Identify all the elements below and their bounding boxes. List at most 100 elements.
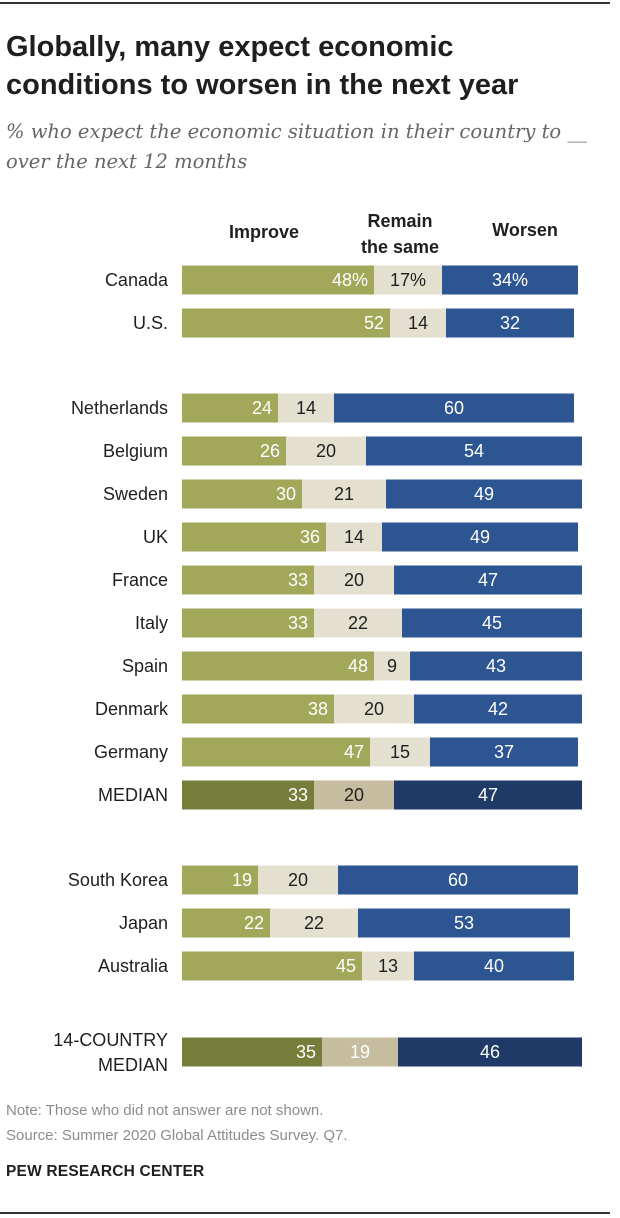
bottom-rule bbox=[0, 1212, 610, 1214]
bar-median-worsen bbox=[394, 780, 582, 810]
value-label-uk-worsen: 49 bbox=[470, 527, 490, 547]
bar-australia-same bbox=[362, 951, 414, 981]
value-label-canada-improve: 48% bbox=[332, 270, 368, 290]
bar-south-korea-same bbox=[258, 865, 338, 895]
bar-sweden-worsen bbox=[386, 479, 582, 509]
category-label-germany: Germany bbox=[94, 742, 168, 762]
value-label-france-worsen: 47 bbox=[478, 570, 498, 590]
category-label-14-country-median-line2: MEDIAN bbox=[98, 1055, 168, 1075]
category-label-italy: Italy bbox=[135, 613, 168, 633]
bar-spain-improve bbox=[182, 651, 374, 681]
bar-italy-same bbox=[314, 608, 402, 638]
bar-australia-worsen bbox=[414, 951, 574, 981]
value-label-belgium-same: 20 bbox=[316, 441, 336, 461]
value-label-u-s--worsen: 32 bbox=[500, 313, 520, 333]
category-label-u-s-: U.S. bbox=[133, 313, 168, 333]
value-label-germany-worsen: 37 bbox=[494, 742, 514, 762]
stacked-bar-chart: Improve Remain the same Worsen Canada 48% 17% 3… bbox=[53, 211, 582, 1075]
bar-14-country-median-improve bbox=[182, 1037, 322, 1067]
bar-median-same bbox=[314, 780, 394, 810]
value-label-14-country-median-worsen: 46 bbox=[480, 1042, 500, 1062]
value-label-japan-improve: 22 bbox=[244, 913, 264, 933]
value-label-japan-same: 22 bbox=[304, 913, 324, 933]
value-label-south-korea-improve: 19 bbox=[232, 870, 252, 890]
value-label-south-korea-same: 20 bbox=[288, 870, 308, 890]
note-text: Note: Those who did not answer are not s… bbox=[6, 1102, 324, 1119]
category-label-spain: Spain bbox=[122, 656, 168, 676]
legend-remain-line1: Remain bbox=[367, 211, 432, 231]
bar-south-korea-worsen bbox=[338, 865, 578, 895]
value-label-italy-same: 22 bbox=[348, 613, 368, 633]
value-label-sweden-worsen: 49 bbox=[474, 484, 494, 504]
bar-france-improve bbox=[182, 565, 314, 595]
value-label-14-country-median-improve: 35 bbox=[296, 1042, 316, 1062]
value-label-australia-improve: 45 bbox=[336, 956, 356, 976]
value-label-14-country-median-same: 19 bbox=[350, 1042, 370, 1062]
legend-worsen: Worsen bbox=[492, 220, 558, 240]
bar-france-same bbox=[314, 565, 394, 595]
value-label-italy-worsen: 45 bbox=[482, 613, 502, 633]
value-label-australia-worsen: 40 bbox=[484, 956, 504, 976]
source-text: Source: Summer 2020 Global Attitudes Sur… bbox=[6, 1127, 348, 1144]
bar-france-worsen bbox=[394, 565, 582, 595]
value-label-denmark-improve: 38 bbox=[308, 699, 328, 719]
value-label-sweden-improve: 30 bbox=[276, 484, 296, 504]
bar-germany-same bbox=[370, 737, 430, 767]
value-label-south-korea-worsen: 60 bbox=[448, 870, 468, 890]
value-label-canada-worsen: 34% bbox=[492, 270, 528, 290]
bar-canada-worsen bbox=[442, 265, 578, 295]
value-label-canada-same: 17% bbox=[390, 270, 426, 290]
bar-canada-improve bbox=[182, 265, 374, 295]
bar-uk-improve bbox=[182, 522, 326, 552]
value-label-u-s--improve: 52 bbox=[364, 313, 384, 333]
value-label-median-worsen: 47 bbox=[478, 785, 498, 805]
value-label-spain-improve: 48 bbox=[348, 656, 368, 676]
category-label-netherlands: Netherlands bbox=[71, 398, 168, 418]
bar-14-country-median-worsen bbox=[398, 1037, 582, 1067]
bar-japan-improve bbox=[182, 908, 270, 938]
bar-netherlands-same bbox=[278, 393, 334, 423]
top-rule bbox=[0, 2, 610, 4]
bar-japan-worsen bbox=[358, 908, 570, 938]
value-label-u-s--same: 14 bbox=[408, 313, 428, 333]
value-label-belgium-worsen: 54 bbox=[464, 441, 484, 461]
category-label-canada: Canada bbox=[105, 270, 169, 290]
bar-belgium-same bbox=[286, 436, 366, 466]
notes: Note: Those who did not answer are not s… bbox=[6, 1098, 348, 1148]
bar-italy-improve bbox=[182, 608, 314, 638]
bar-sweden-improve bbox=[182, 479, 302, 509]
bar-canada-same bbox=[374, 265, 442, 295]
value-label-sweden-same: 21 bbox=[334, 484, 354, 504]
category-label-france: France bbox=[112, 570, 168, 590]
bar-germany-worsen bbox=[430, 737, 578, 767]
bar-spain-same bbox=[374, 651, 410, 681]
chart-title: Globally, many expect economic condition… bbox=[6, 31, 519, 101]
value-label-france-improve: 33 bbox=[288, 570, 308, 590]
category-label-median: MEDIAN bbox=[98, 785, 168, 805]
bar-denmark-same bbox=[334, 694, 414, 724]
category-label-australia: Australia bbox=[98, 956, 169, 976]
category-label-sweden: Sweden bbox=[103, 484, 168, 504]
value-label-denmark-worsen: 42 bbox=[488, 699, 508, 719]
value-label-uk-improve: 36 bbox=[300, 527, 320, 547]
bar-14-country-median-same bbox=[322, 1037, 398, 1067]
value-label-netherlands-worsen: 60 bbox=[444, 398, 464, 418]
bar-uk-same bbox=[326, 522, 382, 552]
bar-denmark-improve bbox=[182, 694, 334, 724]
bar-denmark-worsen bbox=[414, 694, 582, 724]
bar-median-improve bbox=[182, 780, 314, 810]
value-label-germany-improve: 47 bbox=[344, 742, 364, 762]
bar-australia-improve bbox=[182, 951, 362, 981]
value-label-spain-worsen: 43 bbox=[486, 656, 506, 676]
value-label-germany-same: 15 bbox=[390, 742, 410, 762]
bar-belgium-improve bbox=[182, 436, 286, 466]
bar-u-s--same bbox=[390, 308, 446, 338]
bar-uk-worsen bbox=[382, 522, 578, 552]
value-label-belgium-improve: 26 bbox=[260, 441, 280, 461]
legend-remain-line2: the same bbox=[361, 237, 439, 257]
chart-subtitle: % who expect the economic situation in t… bbox=[6, 120, 587, 173]
bar-u-s--worsen bbox=[446, 308, 574, 338]
bar-belgium-worsen bbox=[366, 436, 582, 466]
category-label-uk: UK bbox=[143, 527, 168, 547]
value-label-france-same: 20 bbox=[344, 570, 364, 590]
